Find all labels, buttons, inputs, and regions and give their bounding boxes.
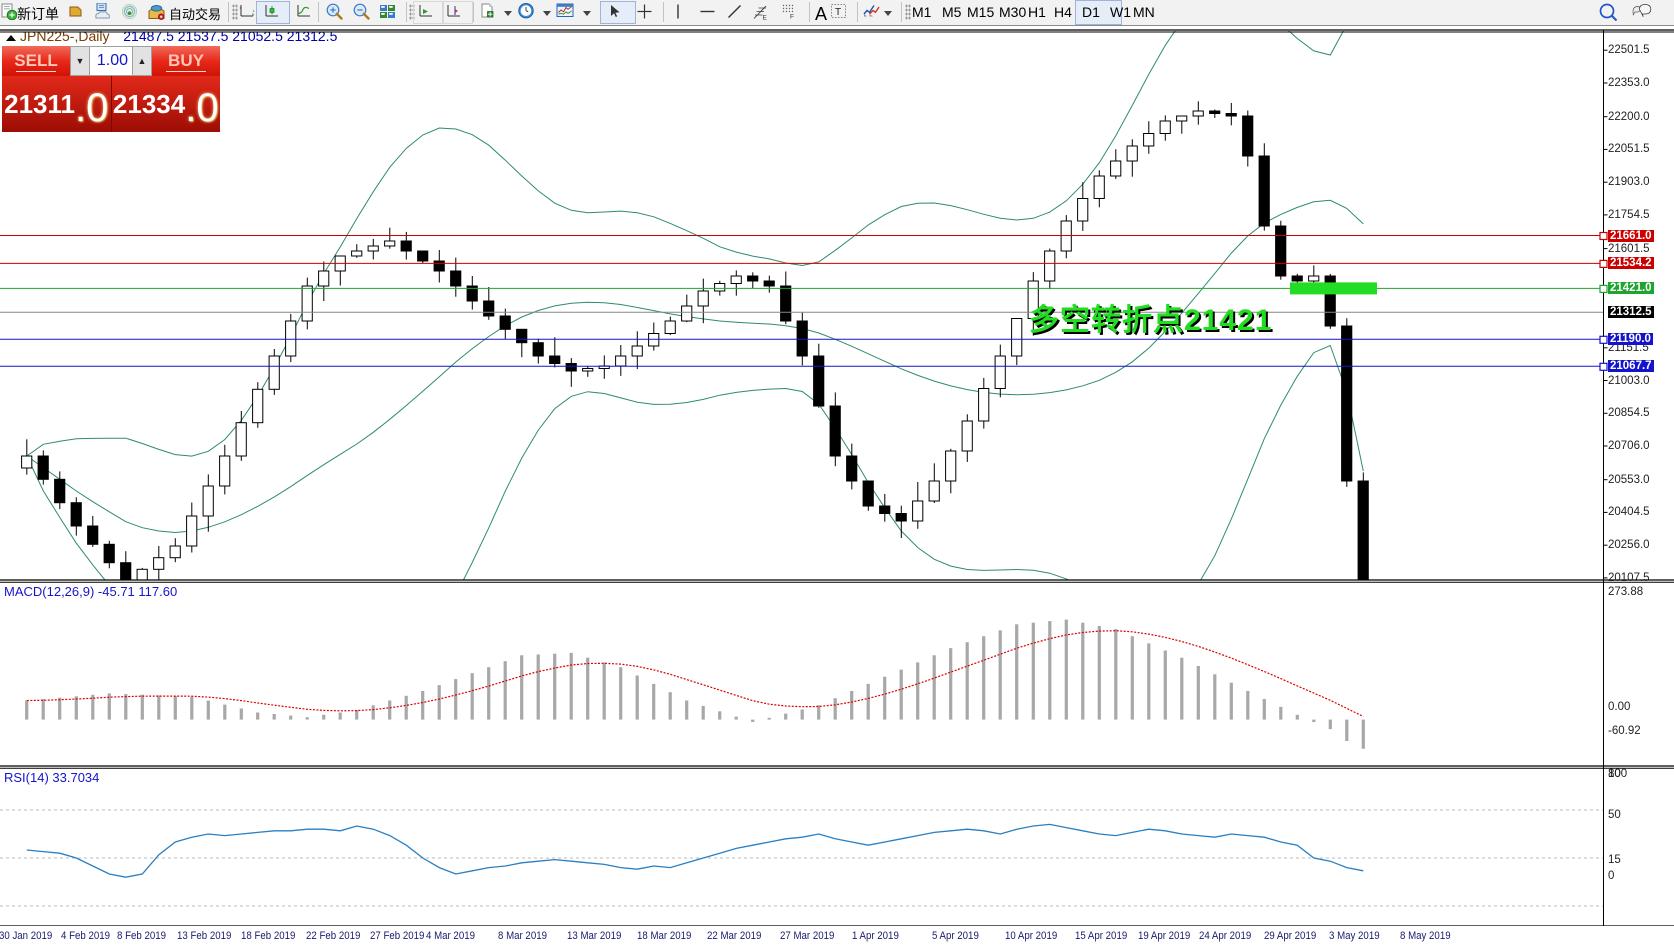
svg-text:F: F — [790, 14, 794, 20]
svg-text:E: E — [763, 15, 768, 21]
svg-text:T: T — [835, 7, 841, 18]
